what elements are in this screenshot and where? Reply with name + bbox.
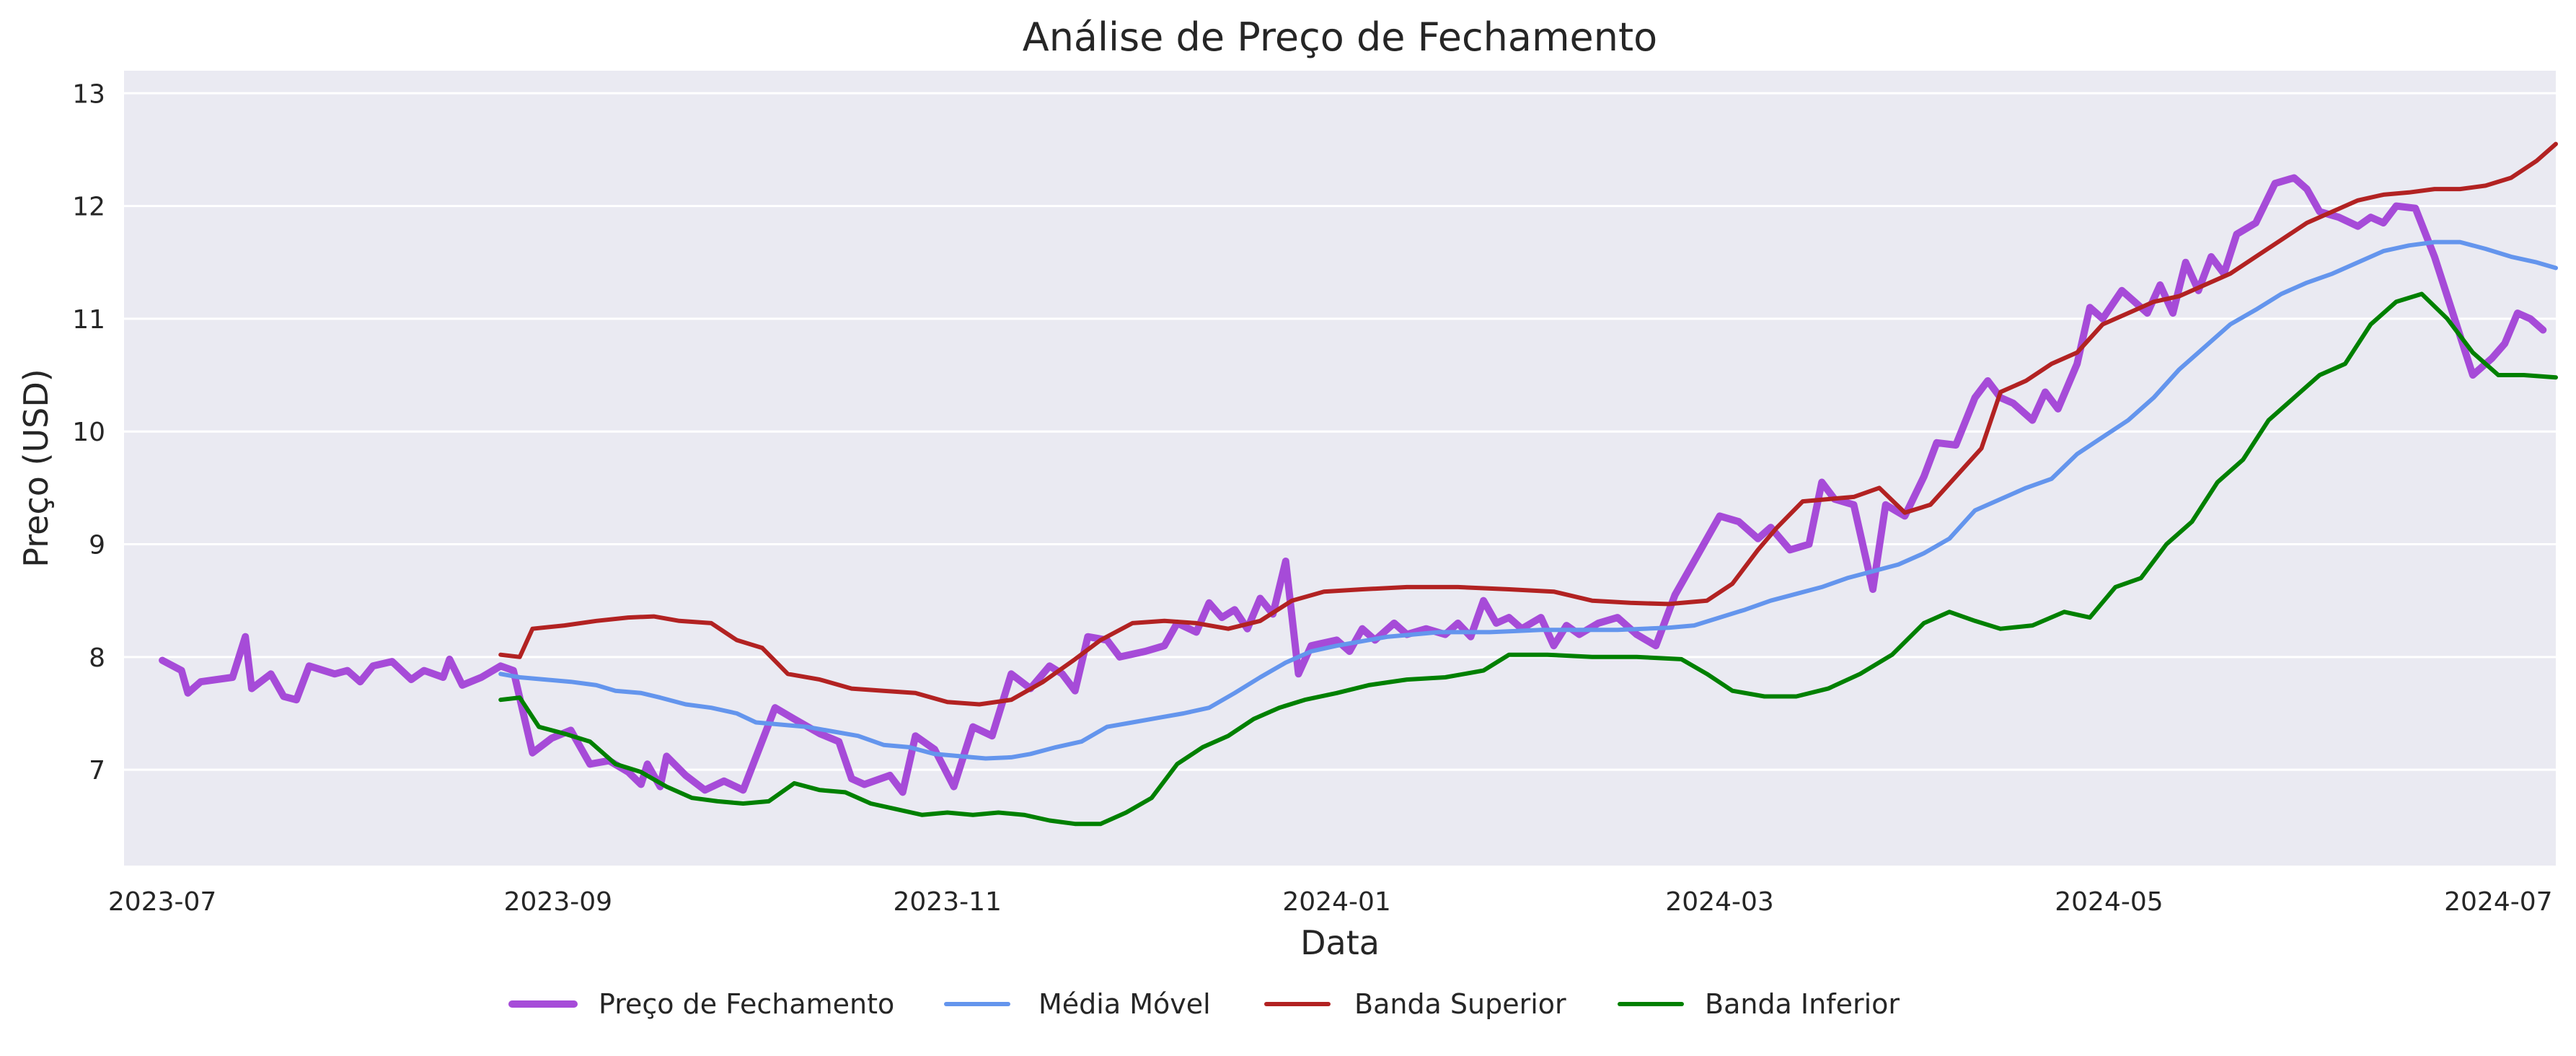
- y-tick-label: 12: [72, 193, 105, 222]
- y-tick-label: 8: [89, 643, 105, 673]
- y-tick-label: 10: [72, 418, 105, 447]
- y-tick-label: 11: [72, 305, 105, 335]
- y-axis-label: Preço (USD): [17, 369, 56, 567]
- series-line-2: [498, 239, 2558, 761]
- series-line-1: [159, 174, 2547, 796]
- x-tick-label: 2024-07: [2444, 887, 2552, 917]
- plot-area: [124, 71, 2556, 866]
- gridlines: [124, 92, 2556, 771]
- series-line-3: [498, 141, 2558, 707]
- x-tick-labels: 2023-07 2023-09 2023-11 2024-01 2024-03 2024-…: [108, 887, 2553, 917]
- y-tick-labels: 7 8 9 10 11 12 13: [72, 79, 105, 786]
- series-line-4: [498, 291, 2558, 827]
- legend-label: Preço de Fechamento: [599, 988, 894, 1020]
- x-tick-label: 2023-11: [893, 887, 1001, 917]
- y-tick-label: 7: [89, 756, 105, 786]
- x-tick-label: 2023-09: [504, 887, 612, 917]
- x-tick-label: 2024-01: [1282, 887, 1390, 917]
- x-tick-label: 2024-03: [1665, 887, 1773, 917]
- x-tick-label: 2024-05: [2055, 887, 2163, 917]
- series-lines: [159, 141, 2558, 827]
- x-axis-label: Data: [1300, 923, 1380, 962]
- y-tick-label: 13: [72, 79, 105, 109]
- legend-label: Banda Inferior: [1705, 988, 1900, 1020]
- legend: Preço de Fechamento Média Móvel Banda Supe…: [508, 988, 1900, 1020]
- legend-label: Média Móvel: [1038, 988, 1211, 1020]
- y-tick-label: 9: [89, 531, 105, 560]
- legend-label: Banda Superior: [1354, 988, 1566, 1020]
- x-tick-label: 2023-07: [108, 887, 216, 917]
- chart-title: Análise de Preço de Fechamento: [1023, 14, 1657, 60]
